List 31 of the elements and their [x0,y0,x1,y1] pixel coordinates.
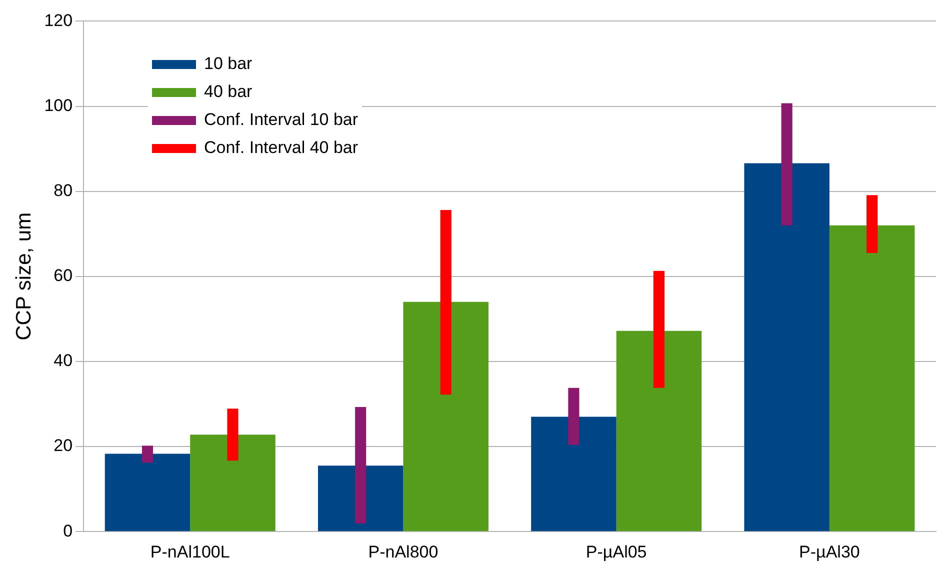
bar [190,434,276,532]
x-tick-label: P-µAl30 [799,542,860,562]
y-tick-label: 40 [54,351,73,370]
y-tick-label: 120 [44,10,73,30]
bar [440,210,452,395]
legend-label: Conf. Interval 10 bar [204,110,358,130]
y-tick-label: 80 [54,181,73,200]
y-tick-label: 0 [63,521,73,540]
bar [227,408,238,461]
y-tick-label: 20 [54,436,73,456]
y-axis-title: CCP size, um [12,212,36,340]
bar [104,454,190,532]
bar [781,103,792,226]
x-tick-label: P-nAl100L [150,542,230,562]
y-tick-label: 100 [44,96,73,115]
legend-label: 40 bar [204,82,252,102]
bar [653,270,664,388]
bar [568,388,580,445]
x-tick-label: P-µAl05 [586,542,647,562]
bar [829,225,915,532]
bar [744,163,830,532]
bar [866,195,878,254]
bar [403,302,488,532]
x-tick-label: P-nAl800 [368,542,438,562]
bar [355,406,366,524]
bar [616,330,702,532]
legend-label: 10 bar [204,54,252,74]
bar [142,446,154,463]
legend-label: Conf. Interval 40 bar [204,138,358,158]
y-tick-label: 60 [54,266,73,286]
bar [531,416,616,532]
